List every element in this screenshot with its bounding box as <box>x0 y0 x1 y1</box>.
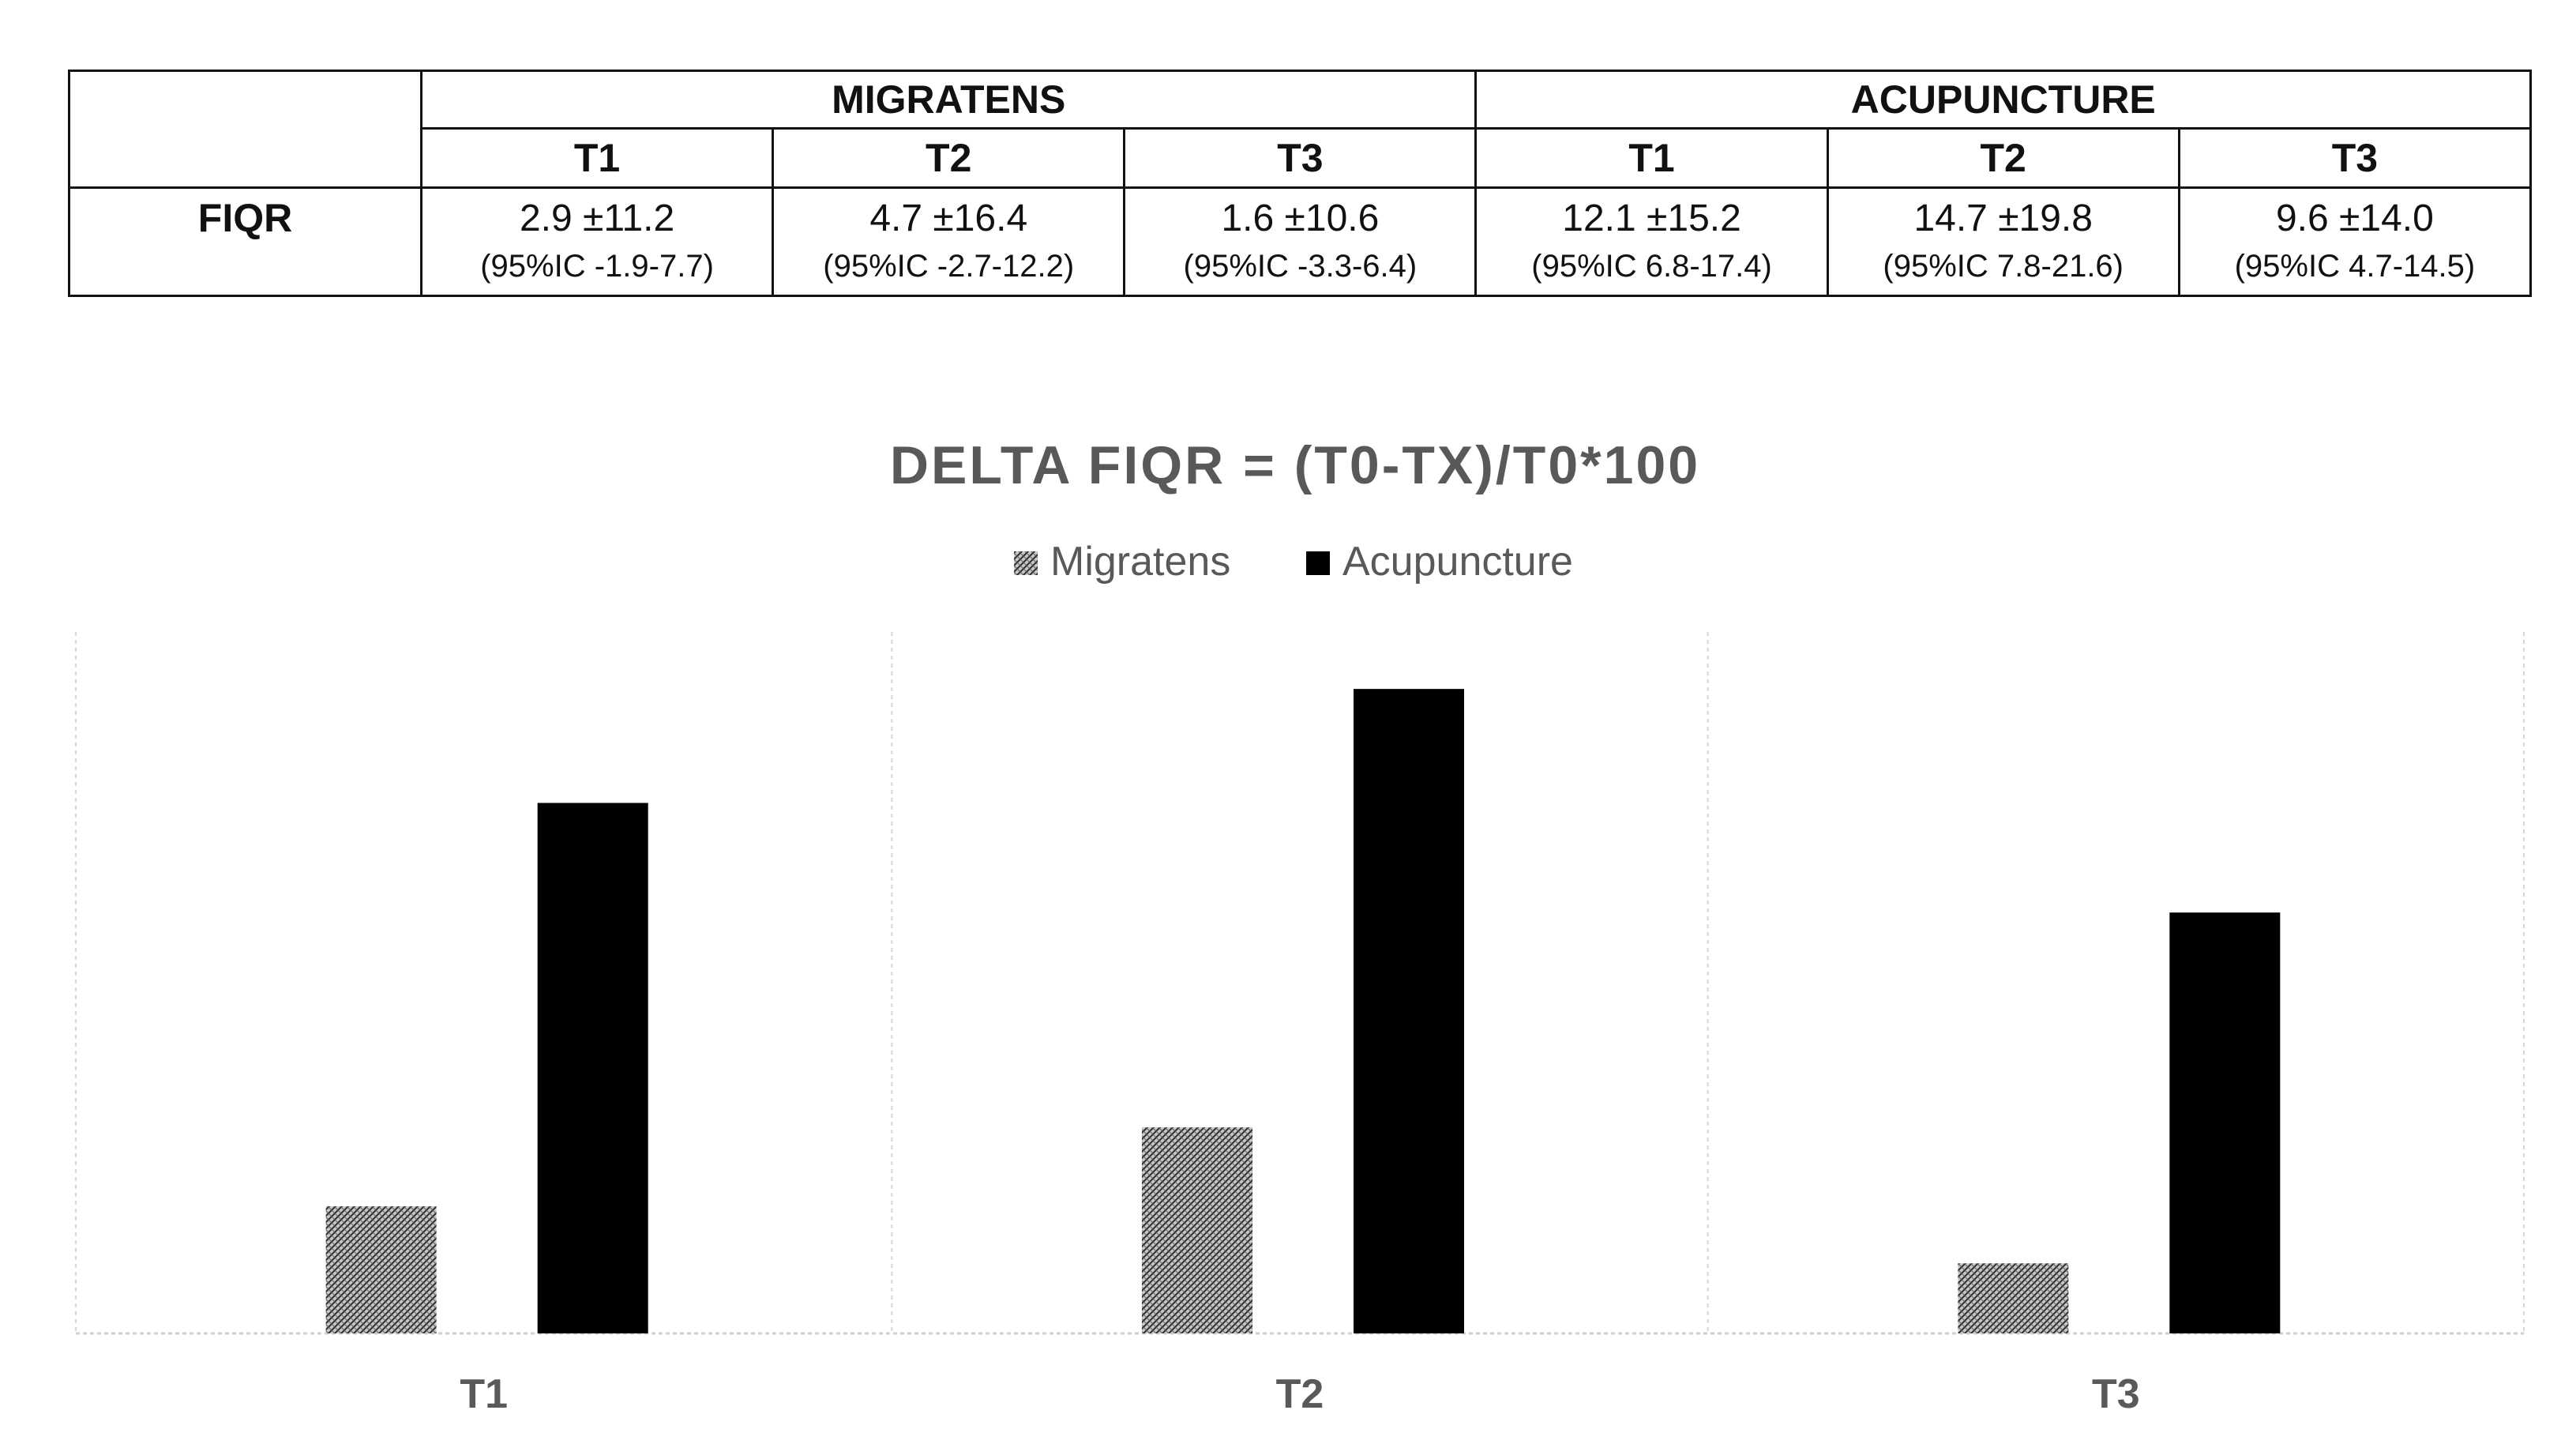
bar-acupuncture-t3 <box>2169 912 2281 1333</box>
chart-title: DELTA FIQR = (T0-TX)/T0*100 <box>890 435 1700 495</box>
results-table: MIGRATENS ACUPUNCTURE T1 T2 T3 T1 T2 T3 … <box>68 70 2533 297</box>
legend-swatch-migratens <box>1014 551 1038 575</box>
table-cell: 4.7 ±16.4 (95%IC -2.7-12.2) <box>772 186 1126 297</box>
legend-swatch-acupuncture <box>1306 551 1330 575</box>
cell-ci: (95%IC 7.8-21.6) <box>1883 249 2124 284</box>
cell-ci: (95%IC 6.8-17.4) <box>1531 249 1772 284</box>
timepoint-header: T2 <box>1826 127 2180 189</box>
group-header-acupuncture: ACUPUNCTURE <box>1474 70 2532 130</box>
x-tick-label: T1 <box>460 1371 508 1417</box>
bar-acupuncture-t1 <box>537 803 648 1333</box>
bar-acupuncture-t2 <box>1354 689 1464 1333</box>
timepoint-header: T1 <box>419 127 775 189</box>
table-cell: 1.6 ±10.6 (95%IC -3.3-6.4) <box>1123 186 1478 297</box>
timepoint-header: T2 <box>772 127 1126 189</box>
x-tick-label: T3 <box>2092 1371 2140 1417</box>
chart-legend: Migratens Acupuncture <box>1014 539 1573 585</box>
row-label: FIQR <box>68 186 422 297</box>
cell-ci: (95%IC -2.7-12.2) <box>823 249 1075 284</box>
table-cell: 14.7 ±19.8 (95%IC 7.8-21.6) <box>1826 186 2180 297</box>
bar-migratens-t1 <box>325 1206 437 1333</box>
legend-label-migratens: Migratens <box>1050 539 1230 585</box>
timepoint-header: T1 <box>1474 127 1829 189</box>
timepoint-header: T3 <box>1123 127 1478 189</box>
timepoint-header: T3 <box>2177 127 2533 189</box>
timepoint-header-row: T1 T2 T3 T1 T2 T3 <box>69 127 2533 189</box>
legend-label-acupuncture: Acupuncture <box>1342 539 1573 585</box>
cell-ci: (95%IC 4.7-14.5) <box>2234 249 2476 284</box>
group-header-migratens: MIGRATENS <box>419 70 1478 130</box>
cell-mean: 2.9 ±11.2 <box>519 197 675 239</box>
cell-mean: 4.7 ±16.4 <box>869 197 1028 239</box>
cell-mean: 12.1 ±15.2 <box>1562 197 1741 239</box>
chart-bars <box>325 689 2281 1333</box>
table-cell: 9.6 ±14.0 (95%IC 4.7-14.5) <box>2177 186 2533 297</box>
group-header-row: MIGRATENS ACUPUNCTURE <box>68 70 2532 189</box>
table-cell: 12.1 ±15.2 (95%IC 6.8-17.4) <box>1474 186 1829 297</box>
fiqr-row: FIQR 2.9 ±11.2 (95%IC -1.9-7.7) 4.7 ±16.4… <box>68 186 2533 297</box>
cell-ci: (95%IC -1.9-7.7) <box>480 249 714 284</box>
x-tick-label: T2 <box>1276 1371 1324 1417</box>
cell-mean: 14.7 ±19.8 <box>1913 197 2093 239</box>
bar-migratens-t3 <box>1958 1263 2069 1333</box>
chart-x-ticks: T1 T2 T3 <box>460 1371 2139 1417</box>
cell-ci: (95%IC -3.3-6.4) <box>1183 249 1418 284</box>
bar-migratens-t2 <box>1142 1127 1252 1333</box>
corner-cell <box>68 70 422 189</box>
table-cell: 2.9 ±11.2 (95%IC -1.9-7.7) <box>419 186 775 297</box>
cell-mean: 1.6 ±10.6 <box>1221 197 1380 239</box>
chart-grid <box>75 632 2525 1335</box>
cell-mean: 9.6 ±14.0 <box>2275 197 2434 239</box>
